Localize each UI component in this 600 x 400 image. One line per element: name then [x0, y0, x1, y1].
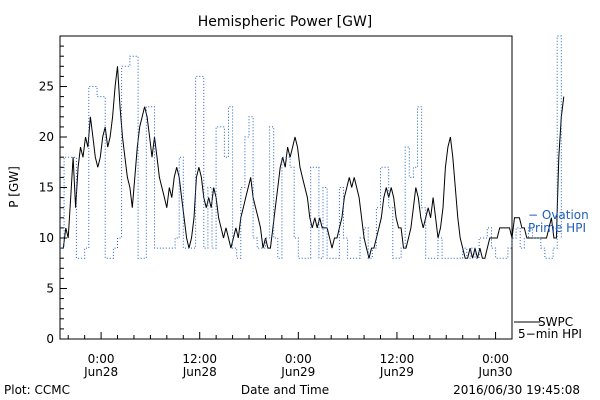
x-tick-date: Jun28 [182, 365, 217, 379]
x-tick-date: Jun30 [478, 365, 513, 379]
x-axis-label: Date and Time [241, 383, 329, 397]
x-tick-time: 12:00 [380, 352, 415, 366]
x-tick-time: 0:00 [88, 352, 115, 366]
swpc-hpi-line [62, 66, 565, 259]
series-swpc-line [62, 66, 565, 259]
x-tick-time: 0:00 [482, 352, 509, 366]
timestamp: 2016/06/30 19:45:08 [453, 383, 580, 397]
legend-swpc-line1: SWPC [538, 315, 573, 329]
legend-ovation-line2: Prime HPI [528, 221, 586, 235]
y-tick-label: 15 [39, 181, 54, 195]
y-tick-label: 25 [39, 80, 54, 94]
x-tick-date: Jun28 [83, 365, 118, 379]
legend-ovation: − Ovation Prime HPI [528, 208, 589, 235]
x-tick-date: Jun29 [379, 365, 414, 379]
x-tick-time: 12:00 [182, 352, 217, 366]
x-tick-date: Jun29 [280, 365, 315, 379]
y-tick-label: 0 [46, 332, 54, 346]
legend-swpc-line2: 5−min HPI [518, 327, 582, 341]
ovation-hpi-line [60, 35, 562, 259]
plot-source: Plot: CCMC [4, 383, 70, 397]
legend-ovation-line1: − Ovation [528, 208, 589, 222]
y-axis-label: P [GW] [7, 166, 21, 208]
x-axis: 0:00Jun2812:00Jun280:00Jun2912:00Jun290:… [67, 332, 513, 379]
y-tick-label: 10 [39, 231, 54, 245]
y-tick-label: 20 [39, 130, 54, 144]
chart-title: Hemispheric Power [GW] [198, 14, 373, 30]
y-tick-label: 5 [46, 282, 54, 296]
y-axis: 0 5 10 15 20 25 [39, 35, 67, 346]
series-ovation-line [60, 35, 562, 259]
legend-swpc: SWPC 5−min HPI [514, 315, 582, 341]
x-tick-time: 0:00 [285, 352, 312, 366]
